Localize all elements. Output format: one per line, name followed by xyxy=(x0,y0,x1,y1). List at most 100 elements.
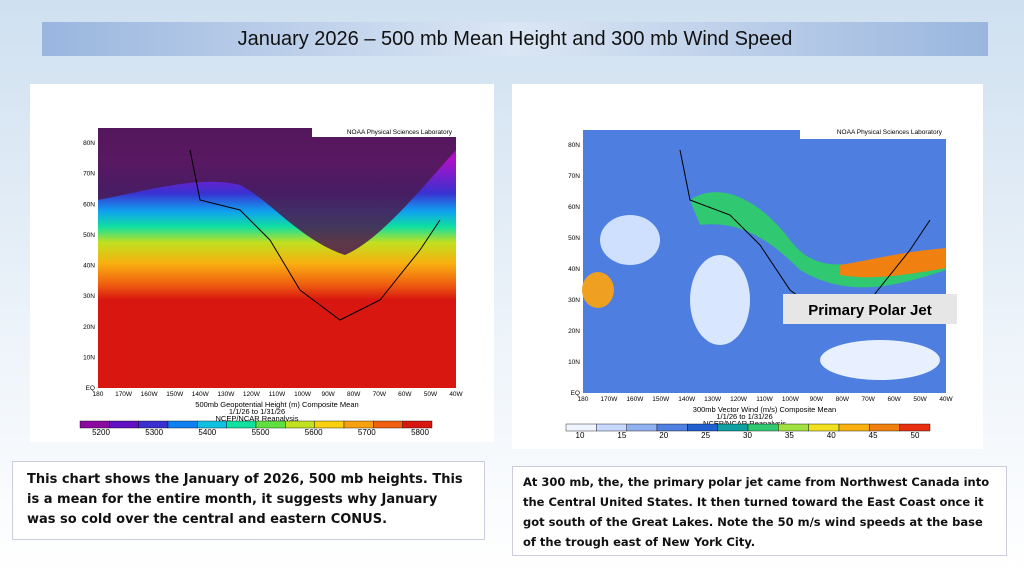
colorbar-cell xyxy=(626,423,658,432)
lon-label: 130W xyxy=(704,396,722,403)
colorbar-cell xyxy=(109,420,139,429)
lat-label: 50N xyxy=(568,235,580,242)
credit-box xyxy=(312,128,456,137)
lat-label: 30N xyxy=(568,297,580,304)
lon-label: 110W xyxy=(756,396,773,403)
lon-label: 100W xyxy=(782,396,800,403)
lon-label: 160W xyxy=(141,391,159,398)
colorbar-cell xyxy=(747,423,779,432)
colorbar-cell xyxy=(808,423,840,432)
lat-label: 30N xyxy=(83,293,95,300)
wind-contour xyxy=(820,340,940,380)
annotation-box xyxy=(783,294,957,324)
lat-label: 70N xyxy=(568,173,580,180)
wind-contour xyxy=(690,255,750,345)
colorbar-cell xyxy=(656,423,688,432)
lon-label: 90W xyxy=(810,396,824,403)
colorbar-cell xyxy=(314,420,345,429)
lon-label: 120W xyxy=(243,391,261,398)
colorbar-cell xyxy=(197,420,227,429)
colorbar-cell xyxy=(687,423,718,432)
colorbar-label: 5800 xyxy=(411,428,429,437)
lon-label: 150W xyxy=(652,396,670,403)
slide-title: January 2026 – 500 mb Mean Height and 30… xyxy=(238,28,793,50)
lat-label: 20N xyxy=(568,328,580,335)
colorbar-label: 5300 xyxy=(145,428,163,437)
colorbar-label: 5700 xyxy=(358,428,376,437)
credit: NOAA Physical Sciences Laboratory xyxy=(837,129,943,136)
lat-label: EQ xyxy=(86,385,95,392)
colorbar-label: 30 xyxy=(743,431,752,440)
right-caption: At 300 mb, the, the primary polar jet ca… xyxy=(512,466,1007,556)
colorbar-label: 20 xyxy=(659,431,668,440)
coastline xyxy=(189,149,441,321)
lon-label: 150W xyxy=(166,391,184,398)
colorbar-cell xyxy=(343,420,374,429)
map-dates: 1/1/26 to 1/31/26 xyxy=(716,412,772,421)
colorbar-cell xyxy=(899,423,931,432)
lon-label: 180 xyxy=(578,396,589,403)
colorbar-cell xyxy=(717,423,749,432)
lon-label: 120W xyxy=(730,396,748,403)
lat-label: 40N xyxy=(568,266,580,273)
lon-label: 90W xyxy=(321,391,335,398)
lon-label: 60W xyxy=(887,396,901,403)
credit: NOAA Physical Sciences Laboratory xyxy=(347,129,453,136)
left-caption: This chart shows the January of 2026, 50… xyxy=(12,461,485,540)
colorbar-cell xyxy=(138,420,169,429)
lon-label: 40W xyxy=(939,396,953,403)
lon-label: 80W xyxy=(836,396,850,403)
colorbar-label: 5200 xyxy=(92,428,110,437)
wind-contour xyxy=(600,215,660,265)
lon-label: 180 xyxy=(93,391,104,398)
colorbar-label: 10 xyxy=(576,431,585,440)
coastline xyxy=(679,149,931,321)
colorbar-cell xyxy=(255,420,286,429)
jet-core xyxy=(582,272,614,308)
map-title: 300mb Vector Wind (m/s) Composite Mean xyxy=(693,405,836,414)
colorbar-label: 5400 xyxy=(198,428,216,437)
lat-label: 60N xyxy=(83,201,95,208)
lat-label: EQ xyxy=(571,390,580,397)
colorbar-cell xyxy=(226,420,257,429)
map-title: 500mb Geopotential Height (m) Composite … xyxy=(195,400,358,409)
lat-label: 80N xyxy=(83,140,95,147)
lon-label: 100W xyxy=(294,391,312,398)
lat-label: 10N xyxy=(83,354,95,361)
lat-label: 70N xyxy=(83,171,95,178)
lat-label: 40N xyxy=(83,263,95,270)
lon-label: 110W xyxy=(269,391,286,398)
jet-core xyxy=(840,248,946,278)
title-bar xyxy=(42,22,988,56)
lon-label: 70W xyxy=(862,396,876,403)
lon-label: 80W xyxy=(347,391,361,398)
lon-label: 170W xyxy=(600,396,618,403)
colorbar-label: 25 xyxy=(701,431,710,440)
lon-label: 50W xyxy=(913,396,927,403)
colorbar-cell xyxy=(402,420,433,429)
lat-label: 80N xyxy=(568,142,580,149)
lon-label: 50W xyxy=(424,391,438,398)
colorbar-label: 15 xyxy=(617,431,626,440)
colorbar-cell xyxy=(285,420,315,429)
colorbar-cell xyxy=(596,423,627,432)
lon-label: 130W xyxy=(217,391,235,398)
colorbar-label: 40 xyxy=(827,431,836,440)
credit-box xyxy=(800,130,946,139)
map-source: NCEP/NCAR Reanalysis xyxy=(703,419,786,428)
lon-label: 140W xyxy=(678,396,696,403)
colorbar-label: 5500 xyxy=(252,428,270,437)
map-source: NCEP/NCAR Reanalysis xyxy=(216,414,299,423)
lon-label: 160W xyxy=(626,396,644,403)
colorbar-cell xyxy=(565,423,597,432)
map-dates: 1/1/26 to 1/31/26 xyxy=(229,407,285,416)
lon-label: 40W xyxy=(449,391,463,398)
annotation: Primary Polar Jet xyxy=(808,302,931,319)
colorbar-label: 5600 xyxy=(305,428,323,437)
colorbar-cell xyxy=(373,420,403,429)
colorbar-cell xyxy=(167,420,198,429)
page-number: 4 xyxy=(1008,554,1016,571)
colorbar-cell xyxy=(79,420,110,429)
